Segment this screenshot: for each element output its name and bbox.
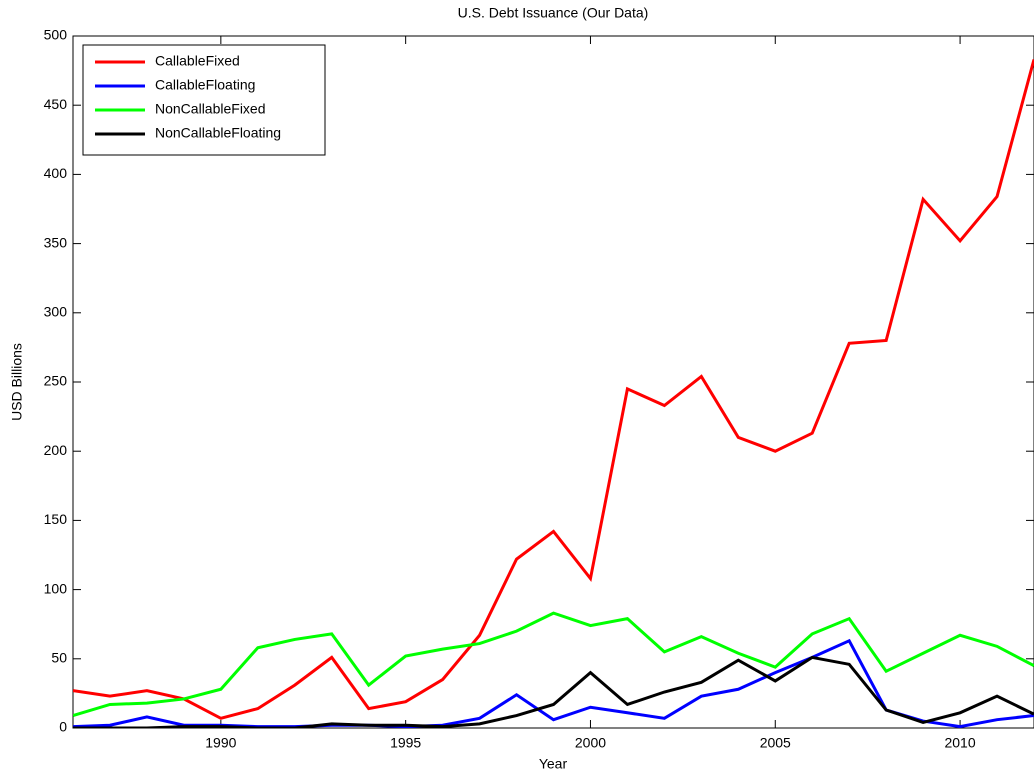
x-tick-label: 1990: [205, 735, 236, 751]
legend-label: CallableFixed: [155, 53, 240, 69]
y-tick-label: 450: [44, 96, 68, 112]
data-line: [73, 655, 1034, 728]
legend-label: CallableFloating: [155, 77, 255, 93]
y-tick-label: 150: [44, 511, 68, 527]
x-tick-label: 2005: [760, 735, 791, 751]
legend-label: NonCallableFloating: [155, 125, 281, 141]
legend-label: NonCallableFixed: [155, 101, 266, 117]
y-tick-label: 200: [44, 442, 68, 458]
y-tick-label: 100: [44, 580, 68, 596]
chart-title: U.S. Debt Issuance (Our Data): [458, 5, 649, 21]
y-tick-label: 500: [44, 27, 68, 43]
y-tick-label: 300: [44, 304, 68, 320]
y-tick-label: 50: [51, 650, 67, 666]
data-line: [73, 59, 1034, 720]
x-axis-label: Year: [539, 756, 568, 772]
y-tick-label: 0: [59, 719, 67, 735]
y-axis-label: USD Billions: [9, 343, 25, 421]
data-line: [73, 611, 1034, 717]
x-tick-label: 1995: [390, 735, 421, 751]
y-tick-label: 400: [44, 165, 68, 181]
y-tick-label: 250: [44, 373, 68, 389]
x-tick-label: 2000: [575, 735, 606, 751]
y-tick-label: 350: [44, 234, 68, 250]
x-tick-label: 2010: [944, 735, 975, 751]
